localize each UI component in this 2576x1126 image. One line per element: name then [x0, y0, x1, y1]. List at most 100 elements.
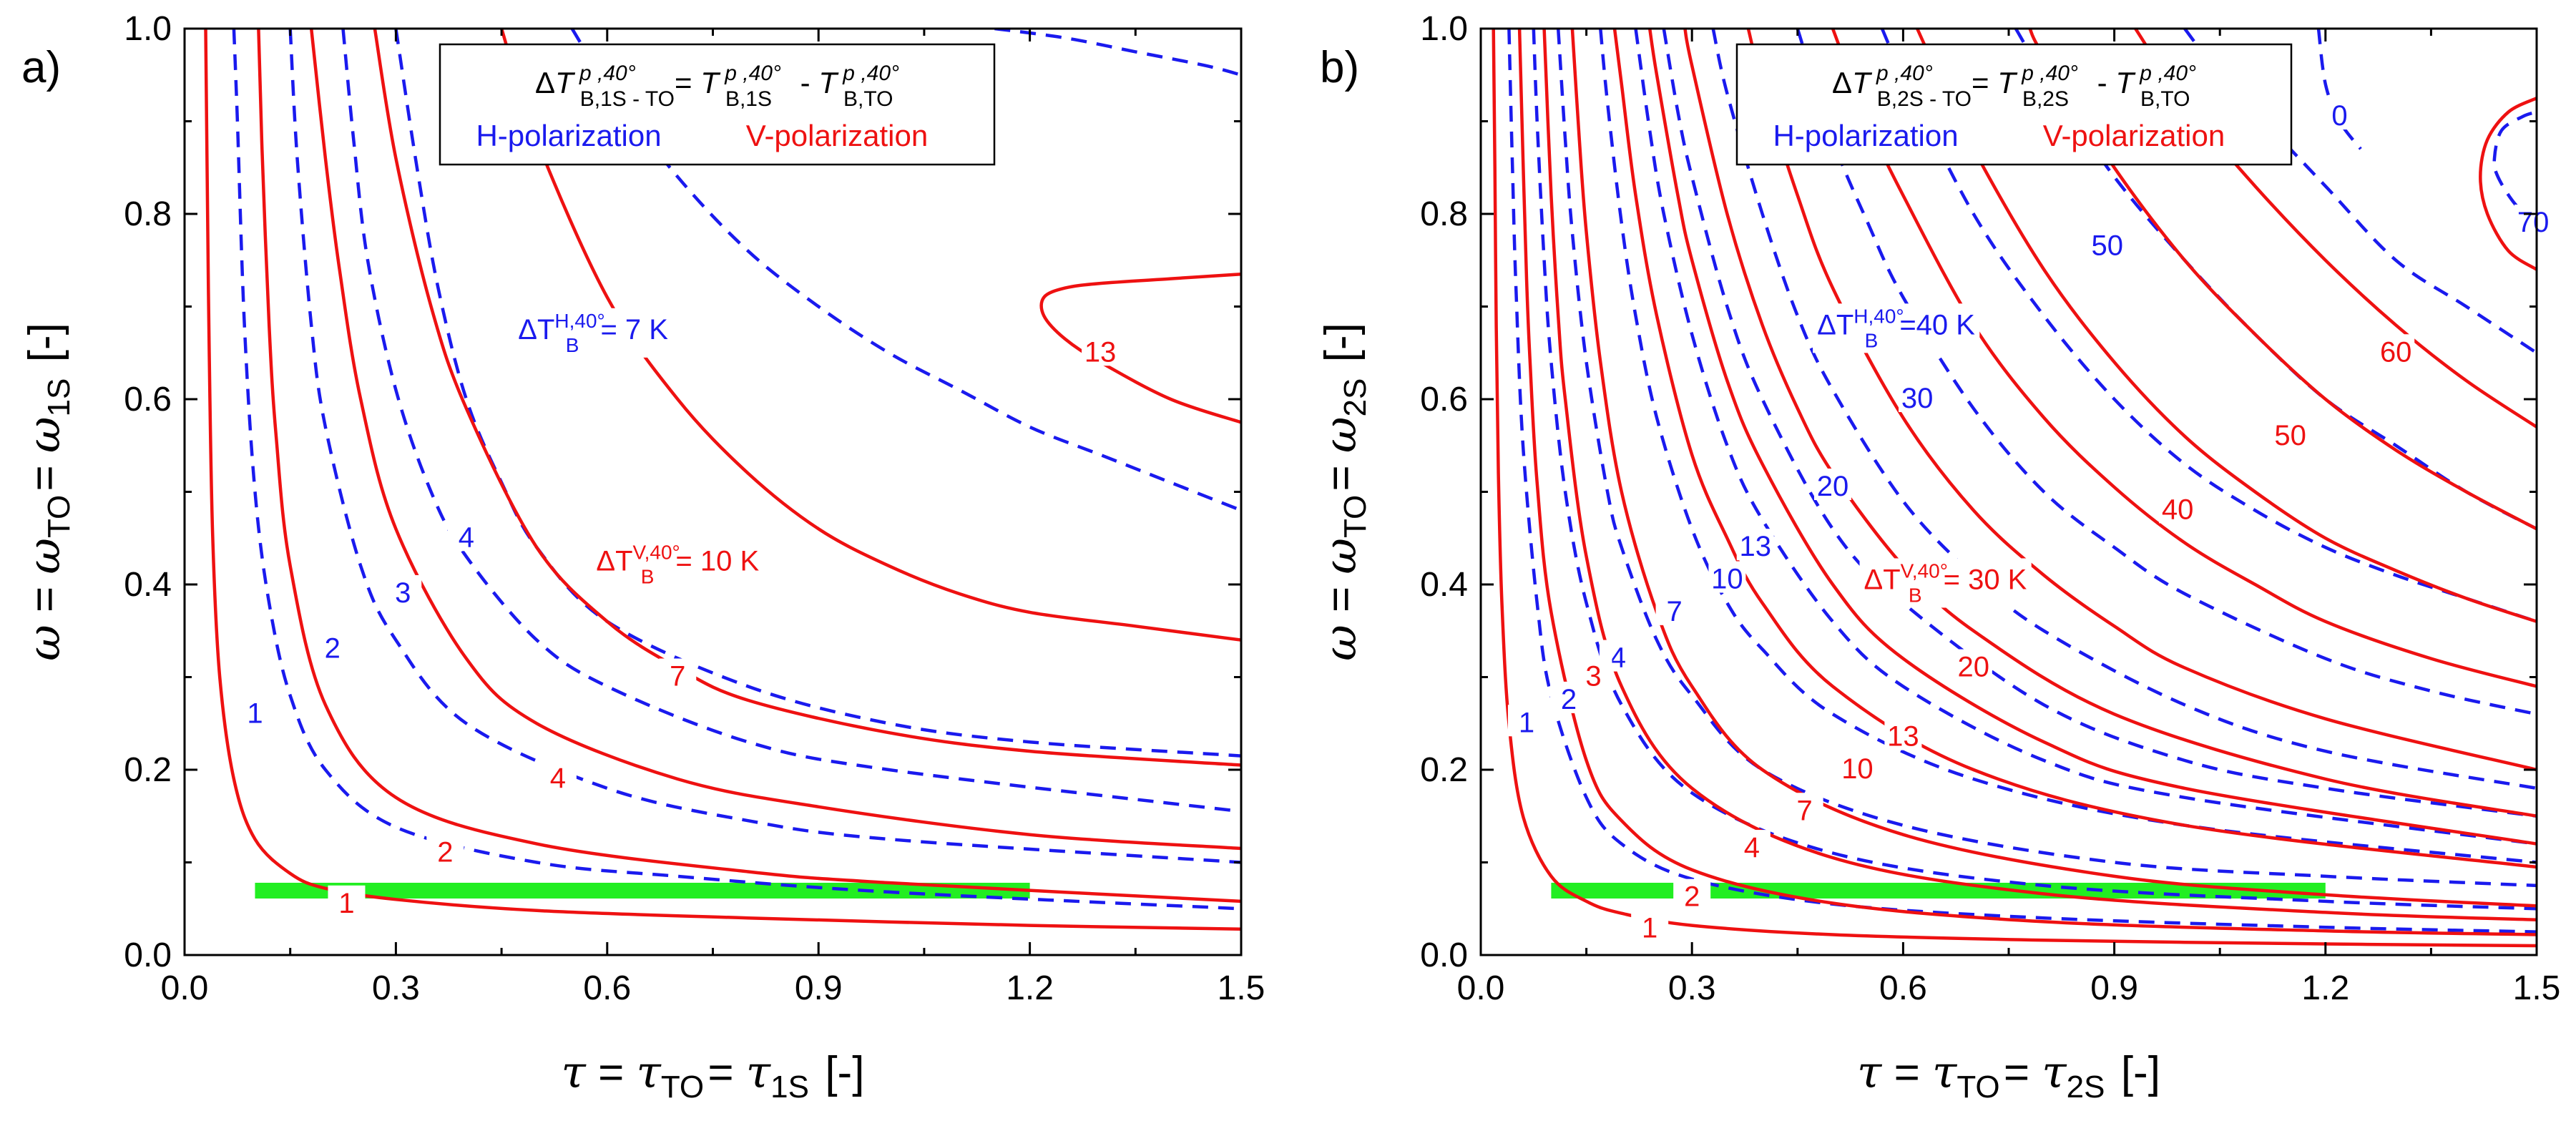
contour-label-v-20: 20: [1958, 652, 1990, 683]
contour-label-bg: [2514, 204, 2552, 236]
contour-label-bg: [1655, 593, 1693, 625]
x-tick-label: 1.5: [2513, 969, 2561, 1007]
contour-lines: [1492, 29, 2537, 948]
y-tick-label: 0.2: [1420, 751, 1468, 789]
contour-v-2: [1517, 29, 2537, 936]
contour-label-v-50: 50: [2274, 420, 2306, 451]
contour-label-h-3: 3: [395, 577, 411, 609]
contour-label-v-7: 7: [1797, 795, 1813, 826]
contour-label-h-50: 50: [2092, 230, 2124, 261]
contour-lines: [204, 29, 1241, 931]
contour-v-7: [373, 29, 1241, 767]
contour-label-bg: [236, 695, 274, 728]
x-tick-label: 0.0: [1457, 969, 1505, 1007]
annotation-bg: [514, 308, 673, 358]
contour-h-1: [232, 29, 1241, 911]
contour-v-7: [1612, 29, 2537, 869]
contour-label-bg: [539, 760, 577, 792]
legend-formula: ΔT p ,40° B,2S - TO= T p ,40° B,2S - T p ,…: [1832, 62, 2196, 111]
contour-v-30: [1831, 29, 2537, 688]
x-tick-label: 0.6: [583, 969, 631, 1007]
annotation-bg: [1859, 558, 2032, 608]
contour-v-2: [257, 29, 1241, 904]
contour-label-bg: [1631, 910, 1669, 942]
contour-v-10: [499, 29, 1241, 642]
contour-label-bg: [1673, 878, 1711, 911]
x-tick-label: 0.0: [161, 969, 209, 1007]
x-tick-label: 0.9: [2090, 969, 2138, 1007]
y-tick-label: 1.0: [124, 10, 172, 48]
contour-v-70: [2479, 97, 2537, 271]
contour-label-bg: [2321, 98, 2359, 130]
contour-label-bg: [328, 885, 366, 917]
contour-label-bg: [2377, 334, 2415, 366]
x-tick-label: 1.2: [1006, 969, 1054, 1007]
contour-label-v-3: 3: [1585, 661, 1601, 692]
annotation-bg: [592, 539, 764, 589]
contour-label-h-2: 2: [325, 633, 341, 665]
contour-label-v-7: 7: [670, 661, 685, 692]
contour-label-h-13: 13: [1740, 531, 1772, 562]
contour-h-10: [1634, 29, 2537, 846]
contour-label-h-4: 4: [459, 522, 474, 553]
panel-label: b): [1320, 43, 1359, 92]
contour-label-h-2: 2: [1561, 684, 1577, 715]
contour-h-10: [994, 29, 1241, 77]
legend-v-polarization: V-polarization: [2043, 119, 2225, 152]
contour-label-bg: [426, 834, 464, 866]
contour-label-v-13: 13: [1084, 336, 1117, 368]
annotation-h: ΔTH,40° B = 7 K: [518, 310, 668, 356]
contour-label-bg: [659, 658, 697, 690]
panel-label: a): [21, 43, 61, 92]
y-tick-label: 0.6: [124, 381, 172, 418]
contour-label-h-1: 1: [247, 697, 263, 729]
contour-v-1: [1492, 29, 2537, 948]
contour-v-4: [309, 29, 1241, 851]
legend-h-polarization: H-polarization: [476, 119, 661, 152]
contour-label-bg: [1838, 751, 1876, 783]
contour-h-0: [2316, 29, 2362, 150]
contour-h-3: [341, 29, 1241, 813]
legend-box: [439, 43, 996, 166]
contour-label-h-30: 30: [1901, 383, 1934, 414]
x-tick-label: 0.9: [795, 969, 843, 1007]
x-tick-label: 0.6: [1879, 969, 1927, 1007]
contour-label-bg: [1733, 830, 1771, 862]
contour-label-bg: [447, 519, 485, 552]
contour-h-2: [1532, 29, 2537, 911]
x-tick-label: 0.3: [1668, 969, 1716, 1007]
contour-label-bg: [1575, 658, 1612, 690]
contour-label-bg: [1082, 334, 1120, 366]
contour-h-20: [1711, 29, 2537, 790]
contour-label-v-2: 2: [437, 837, 453, 868]
contour-h-7: [1599, 29, 2537, 864]
contour-v-4: [1570, 29, 2537, 908]
contour-label-bg: [1884, 718, 1922, 750]
contour-label-bg: [1736, 529, 1774, 561]
contour-label-v-40: 40: [2162, 494, 2194, 525]
contour-v-13: [1039, 272, 1241, 424]
legend-formula: ΔT p ,40° B,1S - TO= T p ,40° B,1S - T p ,…: [535, 62, 899, 111]
y-tick-label: 0.2: [124, 751, 172, 789]
y-tick-label: 0.0: [124, 936, 172, 974]
y-tick-label: 0.6: [1420, 381, 1468, 418]
contour-label-bg: [384, 574, 422, 607]
contour-h-2: [288, 29, 1241, 864]
y-tick-label: 0.8: [124, 195, 172, 233]
contour-label-v-4: 4: [550, 763, 566, 794]
contour-label-bg: [2271, 417, 2309, 449]
green-band: [255, 882, 1030, 899]
contour-v-13: [1683, 29, 2537, 818]
contour-label-v-13: 13: [1887, 721, 1919, 753]
y-tick-label: 0.4: [124, 566, 172, 604]
contour-label-h-20: 20: [1817, 471, 1849, 502]
x-tick-label: 1.5: [1218, 969, 1265, 1007]
contour-h-30: [1796, 29, 2537, 716]
y-axis-title: ω = ωTO = ω2S [-]: [1314, 323, 1373, 661]
contour-label-bg: [2159, 491, 2197, 524]
x-tick-label: 0.3: [372, 969, 420, 1007]
contour-label-v-10: 10: [1841, 753, 1874, 785]
contour-label-v-1: 1: [1642, 913, 1657, 944]
x-axis-title: τ = τTO = τ1S [-]: [562, 1046, 865, 1105]
